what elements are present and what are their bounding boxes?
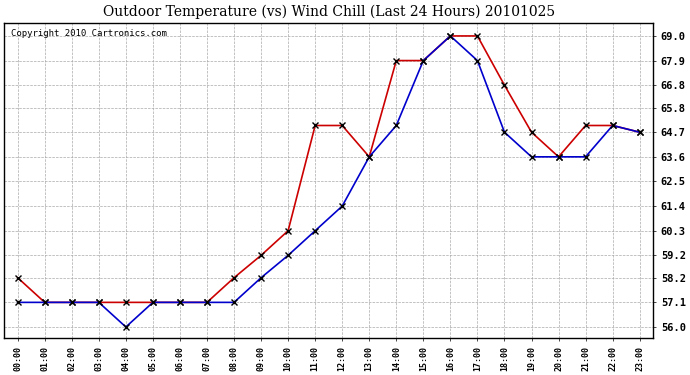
Text: Copyright 2010 Cartronics.com: Copyright 2010 Cartronics.com (10, 29, 166, 38)
Title: Outdoor Temperature (vs) Wind Chill (Last 24 Hours) 20101025: Outdoor Temperature (vs) Wind Chill (Las… (103, 4, 555, 18)
